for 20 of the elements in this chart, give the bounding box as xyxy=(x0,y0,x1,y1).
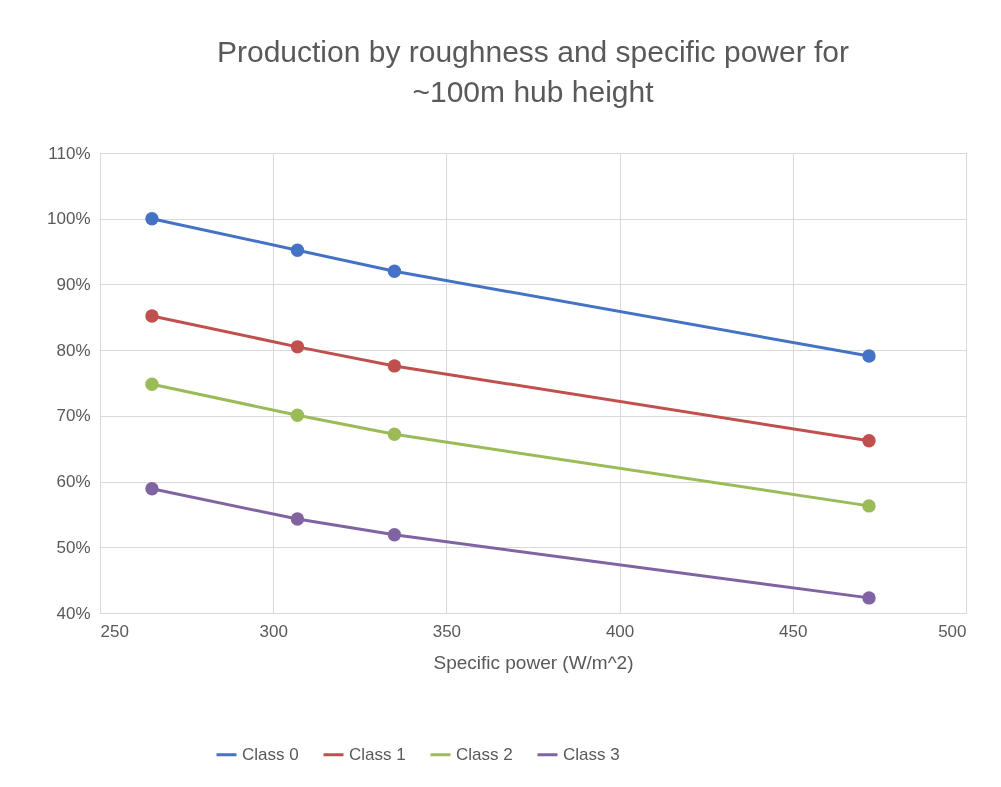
x-axis-title: Specific power (W/m^2) xyxy=(433,651,634,673)
y-tick-label: 40% xyxy=(56,603,91,623)
x-tick-label: 500 xyxy=(938,621,967,641)
x-tick-label: 250 xyxy=(100,621,129,641)
legend-label: Class 0 xyxy=(242,744,299,764)
x-tick-label: 350 xyxy=(432,621,462,641)
y-tick-label: 70% xyxy=(56,406,91,426)
legend-label: Class 3 xyxy=(563,744,620,764)
y-tick-label: 80% xyxy=(56,340,91,360)
y-tick-label: 50% xyxy=(56,537,91,557)
y-tick-label: 100% xyxy=(47,209,91,229)
legend-label: Class 2 xyxy=(456,744,513,764)
y-tick-label: 90% xyxy=(56,274,91,294)
legend-label: Class 1 xyxy=(349,744,406,764)
y-tick-label: 60% xyxy=(56,472,91,492)
chart-title: Production by roughness and specific power for ~100m hub height xyxy=(216,35,850,108)
y-tick-label: 110% xyxy=(48,143,91,163)
x-tick-label: 450 xyxy=(779,621,808,641)
x-tick-label: 400 xyxy=(605,621,635,641)
x-tick-label: 300 xyxy=(259,621,288,641)
